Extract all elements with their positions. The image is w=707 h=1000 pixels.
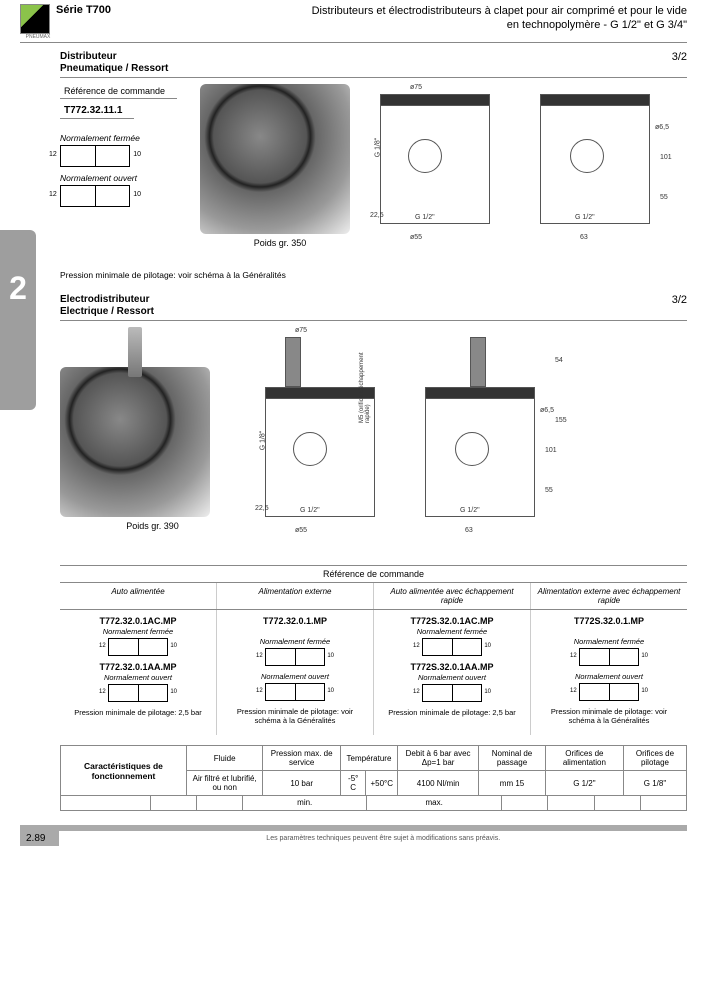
page-header: PNEUMAX Série T700 Distributeurs et élec…	[20, 0, 687, 43]
symbol-icon	[422, 684, 482, 702]
section2-header: Electrodistributeur Electrique / Ressort…	[60, 294, 687, 321]
symbol-icon	[108, 638, 168, 656]
symbol-icon	[579, 648, 639, 666]
pilot-pressure-note: Pression minimale de pilotage: voir sché…	[60, 270, 687, 280]
pneumatic-symbol-no	[60, 185, 130, 207]
part-number: T772.32.11.1	[60, 103, 134, 119]
product-photo-solenoid	[60, 367, 210, 517]
ref-label: Référence de commande	[60, 84, 177, 99]
symbol-icon	[422, 638, 482, 656]
section1-header: Distributeur Pneumatique / Ressort 3/2	[60, 51, 687, 78]
symbol-icon	[265, 683, 325, 701]
brand-name: PNEUMAX	[20, 34, 56, 40]
symbol-icon	[579, 683, 639, 701]
pneumatic-symbol-nc	[60, 145, 130, 167]
brand-logo	[20, 4, 50, 34]
technical-drawing-2: ø75 ø55 G 1/2" G 1/8" 22,5 M5 (orifice d…	[255, 327, 687, 557]
symbol-icon	[265, 648, 325, 666]
series-title: Série T700	[56, 4, 136, 16]
page-footer: 2.89 Les paramètres techniques peuvent ê…	[20, 825, 687, 846]
product-photo-pneumatic	[200, 84, 350, 234]
ref-table-heading: Référence de commande	[60, 565, 687, 583]
specs-subheader: min. max.	[60, 795, 687, 811]
chapter-tab: 2	[0, 230, 36, 410]
ref-table-columns: Auto alimentée Alimentation externe Auto…	[60, 583, 687, 610]
header-description: Distributeurs et électrodistributeurs à …	[136, 4, 687, 33]
specs-table: Caractéristiques de fonctionnement Fluid…	[60, 745, 687, 796]
disclaimer: Les paramètres techniques peuvent être s…	[79, 835, 687, 842]
variants-row: T772.32.0.1AC.MP Normalement fermée T772…	[60, 610, 687, 735]
page-number: 2.89	[20, 831, 59, 846]
symbol-icon	[108, 684, 168, 702]
technical-drawing-1: ø75 ø55 G 1/2" G 1/8" 22,5 101 55 ø6,5 6…	[370, 84, 687, 264]
